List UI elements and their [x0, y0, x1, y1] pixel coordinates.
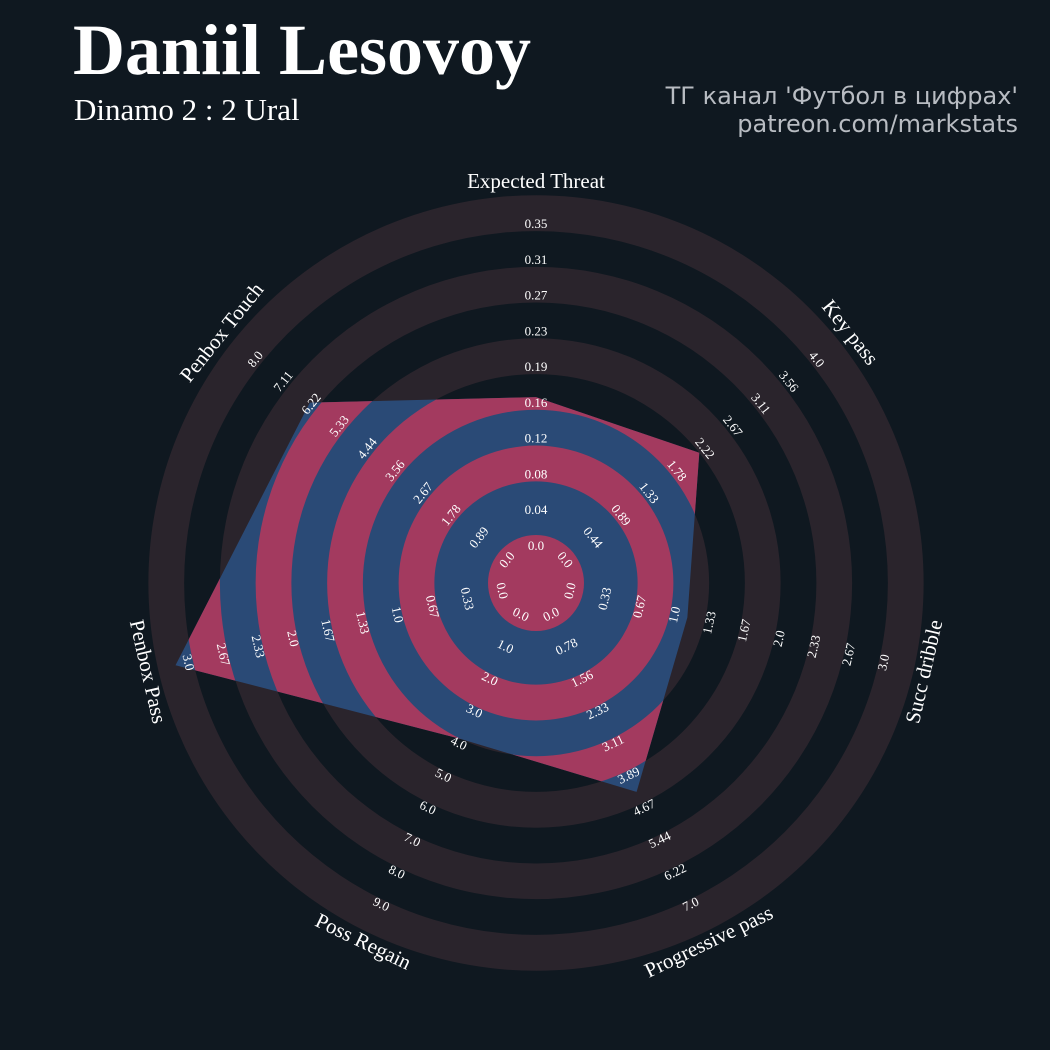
polygon-center-band	[488, 535, 584, 631]
tick-label: 2.67	[214, 642, 234, 668]
tick-label: 0.0	[493, 581, 511, 600]
tick-label: 0.31	[525, 252, 548, 267]
player-title: Daniil Lesovoy	[73, 10, 532, 90]
polygon-highlight-bands	[184, 397, 700, 792]
tick-label: 0.67	[629, 593, 649, 619]
tick-label: 1.67	[318, 618, 338, 644]
tick-label: 0.27	[525, 288, 548, 303]
tick-label: 3.0	[180, 653, 198, 672]
tick-label: 1.33	[353, 610, 373, 636]
tick-label: 7.0	[680, 894, 701, 915]
tick-label: 0.23	[525, 323, 548, 338]
credit-channel: ТГ канал 'Футбол в цифрах'	[665, 82, 1018, 110]
match-subtitle: Dinamo 2 : 2 Ural	[74, 92, 300, 127]
credit-patreon: patreon.com/markstats	[737, 110, 1018, 138]
tick-label: 4.0	[448, 733, 469, 754]
tick-label: 5.0	[433, 765, 454, 786]
tick-label: 1.0	[665, 605, 683, 624]
tick-label: 0.33	[595, 586, 615, 612]
tick-label: 0.0	[528, 538, 544, 553]
tick-label: 2.0	[284, 629, 302, 648]
tick-label: 0.35	[525, 216, 548, 231]
tick-label: 2.33	[804, 634, 824, 660]
tick-label: 1.33	[699, 610, 719, 636]
tick-label: 7.0	[402, 829, 423, 850]
polygon-layer	[175, 397, 700, 792]
tick-label: 2.67	[839, 641, 859, 667]
tick-label: 0.0	[561, 581, 579, 600]
tick-label: 0.12	[525, 431, 548, 446]
tick-label: 1.0	[389, 605, 407, 624]
tick-label: 0.19	[525, 359, 548, 374]
tick-label: 0.0	[510, 604, 531, 625]
tick-label: 3.0	[874, 653, 892, 672]
tick-label: 0.04	[525, 502, 548, 517]
tick-label: 0.16	[525, 395, 548, 410]
tick-label: 2.33	[249, 634, 269, 660]
tick-label: 8.0	[386, 861, 407, 882]
tick-label: 2.0	[770, 629, 788, 648]
tick-label: 0.33	[458, 586, 478, 612]
tick-label: 6.0	[417, 797, 438, 818]
tick-label: 1.0	[495, 636, 516, 657]
tick-label: 0.0	[540, 604, 561, 625]
tick-label: 0.67	[423, 594, 443, 620]
tick-label: 0.08	[525, 466, 548, 481]
tick-label: 3.0	[464, 700, 485, 721]
parameter-label: Expected Threat	[467, 169, 605, 193]
tick-label: 2.0	[479, 668, 500, 689]
tick-label: 9.0	[371, 894, 392, 915]
tick-label: 1.67	[734, 617, 754, 643]
